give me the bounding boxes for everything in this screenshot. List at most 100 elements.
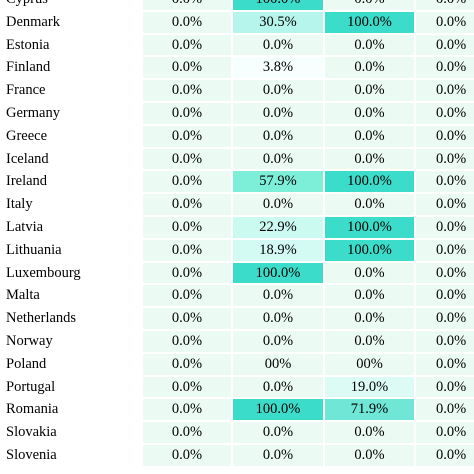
value-cell-c3: 0.0% — [325, 444, 414, 466]
value-cell-c1: 0.0% — [143, 148, 231, 170]
value-cell-c3: 0.0% — [325, 330, 414, 352]
country-label: Cyprus — [6, 0, 48, 11]
value-cell-c3: 0.0% — [325, 80, 414, 101]
value-cell-c4: 0.0% — [416, 399, 474, 421]
country-label: Germany — [6, 104, 60, 121]
value-cell-c2: 57.9% — [233, 171, 323, 193]
value-cell-c1: 0.0% — [143, 11, 231, 33]
value-cell-c3: 0.0% — [325, 57, 414, 79]
value-cell-c4: 0.0% — [416, 57, 474, 79]
value-cell-c1: 0.0% — [143, 308, 231, 329]
country-label: Poland — [6, 355, 47, 372]
table-row: Poland 0.0% 00% 00% 0.0% — [0, 353, 474, 376]
table-row: Luxembourg 0.0% 100.0% 0.0% 0.0% — [0, 262, 474, 285]
value-cell-c3: 100.0% — [325, 239, 414, 261]
value-cell-c3: 19.0% — [325, 376, 414, 398]
value-cell-c3: 0.0% — [325, 102, 414, 124]
value-cell-c4: 0.0% — [416, 376, 474, 398]
value-cell-c3: 100.0% — [325, 171, 414, 193]
country-label: Greece — [6, 127, 48, 144]
country-label: Estonia — [6, 36, 50, 53]
value-cell-c2: 22.9% — [233, 216, 323, 238]
country-label: Latvia — [6, 218, 44, 235]
table-row: Italy 0.0% 0.0% 0.0% 0.0% — [0, 193, 474, 216]
value-cell-c4: 0.0% — [416, 148, 474, 170]
table-row: Netherlands 0.0% 0.0% 0.0% 0.0% — [0, 307, 474, 330]
table-row: Norway 0.0% 0.0% 0.0% 0.0% — [0, 330, 474, 353]
country-label: Lithuania — [6, 241, 62, 258]
table-row: Denmark 0.0% 30.5% 100.0% 0.0% — [0, 11, 474, 34]
value-cell-c3: 0.0% — [325, 422, 414, 443]
country-label: Italy — [6, 196, 33, 213]
value-cell-c4: 0.0% — [416, 330, 474, 352]
value-cell-c3: 0.0% — [325, 308, 414, 329]
value-cell-c1: 0.0% — [143, 57, 231, 79]
country-label: Portugal — [6, 378, 56, 395]
value-cell-c4: 0.0% — [416, 262, 474, 284]
value-cell-c4: 0.0% — [416, 102, 474, 124]
value-cell-c2: 0.0% — [233, 330, 323, 352]
value-cell-c1: 0.0% — [143, 285, 231, 307]
value-cell-c2: 0.0% — [233, 376, 323, 398]
value-cell-c3: 71.9% — [325, 399, 414, 421]
country-label: Norway — [6, 332, 53, 349]
table-row: Romania 0.0% 100.0% 71.9% 0.0% — [0, 398, 474, 421]
value-cell-c4: 0.0% — [416, 444, 474, 466]
country-label: Romania — [6, 401, 59, 418]
value-cell-c2: 100.0% — [233, 262, 323, 284]
value-cell-c4: 0.0% — [416, 285, 474, 307]
value-cell-c1: 0.0% — [143, 376, 231, 398]
value-cell-c3: 0.0% — [325, 0, 414, 10]
value-cell-c2: 00% — [233, 353, 323, 375]
value-cell-c4: 0.0% — [416, 171, 474, 193]
value-cell-c2: 0.0% — [233, 148, 323, 170]
table-row: Slovakia 0.0% 0.0% 0.0% 0.0% — [0, 421, 474, 444]
table-row: Ireland 0.0% 57.9% 100.0% 0.0% — [0, 170, 474, 193]
value-cell-c4: 0.0% — [416, 0, 474, 10]
value-cell-c2: 30.5% — [233, 11, 323, 33]
value-cell-c2: 0.0% — [233, 102, 323, 124]
table-row: Cyprus0.0%100.0%0.0%0.0% — [0, 0, 474, 11]
table-row: Malta 0.0% 0.0% 0.0% 0.0% — [0, 284, 474, 307]
value-cell-c2: 18.9% — [233, 239, 323, 261]
value-cell-c1: 0.0% — [143, 171, 231, 193]
value-cell-c1: 0.0% — [143, 125, 231, 147]
table-row: Greece 0.0% 0.0% 0.0% 0.0% — [0, 125, 474, 148]
table-row: Portugal 0.0% 0.0% 19.0% 0.0% — [0, 376, 474, 399]
value-cell-c4: 0.0% — [416, 308, 474, 329]
value-cell-c1: 0.0% — [143, 194, 231, 215]
table-row: Latvia 0.0% 22.9% 100.0% 0.0% — [0, 216, 474, 239]
country-label: Finland — [6, 59, 51, 76]
value-cell-c1: 0.0% — [143, 239, 231, 261]
value-cell-c3: 0.0% — [325, 262, 414, 284]
value-cell-c1: 0.0% — [143, 80, 231, 101]
country-label: Iceland — [6, 150, 49, 167]
value-cell-c4: 0.0% — [416, 353, 474, 375]
country-label: Denmark — [6, 13, 60, 30]
value-cell-c2: 0.0% — [233, 444, 323, 466]
country-label: France — [6, 82, 46, 99]
value-cell-c1: 0.0% — [143, 444, 231, 466]
table-row: Lithuania 0.0% 18.9% 100.0% 0.0% — [0, 239, 474, 262]
value-cell-c2: 100.0% — [233, 0, 323, 10]
value-cell-c4: 0.0% — [416, 216, 474, 238]
value-cell-c4: 0.0% — [416, 34, 474, 56]
country-label: Slovenia — [6, 446, 57, 463]
value-cell-c3: 0.0% — [325, 194, 414, 215]
value-cell-c4: 0.0% — [416, 125, 474, 147]
value-cell-c3: 00% — [325, 353, 414, 375]
value-cell-c2: 0.0% — [233, 422, 323, 443]
country-label: Netherlands — [6, 310, 77, 327]
value-cell-c2: 0.0% — [233, 34, 323, 56]
value-cell-c1: 0.0% — [143, 102, 231, 124]
value-cell-c4: 0.0% — [416, 80, 474, 101]
value-cell-c1: 0.0% — [143, 353, 231, 375]
value-cell-c4: 0.0% — [416, 194, 474, 215]
value-cell-c1: 0.0% — [143, 262, 231, 284]
value-cell-c2: 0.0% — [233, 285, 323, 307]
value-cell-c1: 0.0% — [143, 399, 231, 421]
value-cell-c2: 0.0% — [233, 125, 323, 147]
country-label: Ireland — [6, 173, 48, 190]
value-cell-c3: 0.0% — [325, 285, 414, 307]
value-cell-c1: 0.0% — [143, 0, 231, 10]
